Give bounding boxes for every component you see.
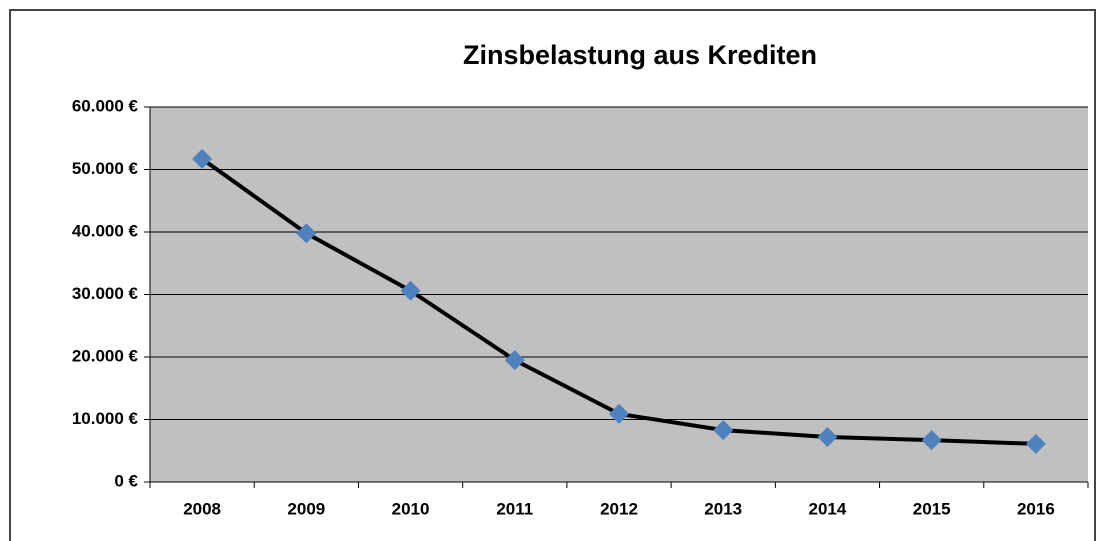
y-tick-label: 20.000 € [72, 346, 139, 365]
data-point [192, 148, 213, 169]
data-point [817, 427, 838, 447]
y-tick-label: 30.000 € [72, 284, 139, 303]
data-point [296, 223, 317, 244]
data-point [713, 420, 734, 441]
x-tick-label: 2015 [913, 499, 951, 518]
x-tick-label: 2016 [1017, 499, 1055, 518]
y-tick-label: 0 € [114, 471, 138, 490]
data-point [609, 403, 629, 424]
x-tick-label: 2012 [600, 499, 638, 518]
chart-frame [9, 9, 1096, 541]
x-tick-label: 2014 [809, 499, 847, 518]
y-tick-label: 50.000 € [72, 159, 139, 178]
x-tick-label: 2011 [496, 499, 533, 518]
data-point [400, 280, 421, 301]
data-point [504, 350, 525, 371]
x-tick-label: 2013 [704, 499, 742, 518]
data-point [921, 430, 942, 451]
y-tick-label: 10.000 € [72, 409, 139, 428]
y-tick-label: 60.000 € [72, 96, 139, 115]
x-tick-label: 2008 [183, 499, 221, 518]
chart-title: Zinsbelastung aus Krediten [463, 40, 817, 70]
x-tick-label: 2010 [392, 499, 430, 518]
data-point [1025, 433, 1046, 454]
y-tick-label: 40.000 € [72, 221, 139, 240]
x-tick-label: 2009 [287, 499, 325, 518]
